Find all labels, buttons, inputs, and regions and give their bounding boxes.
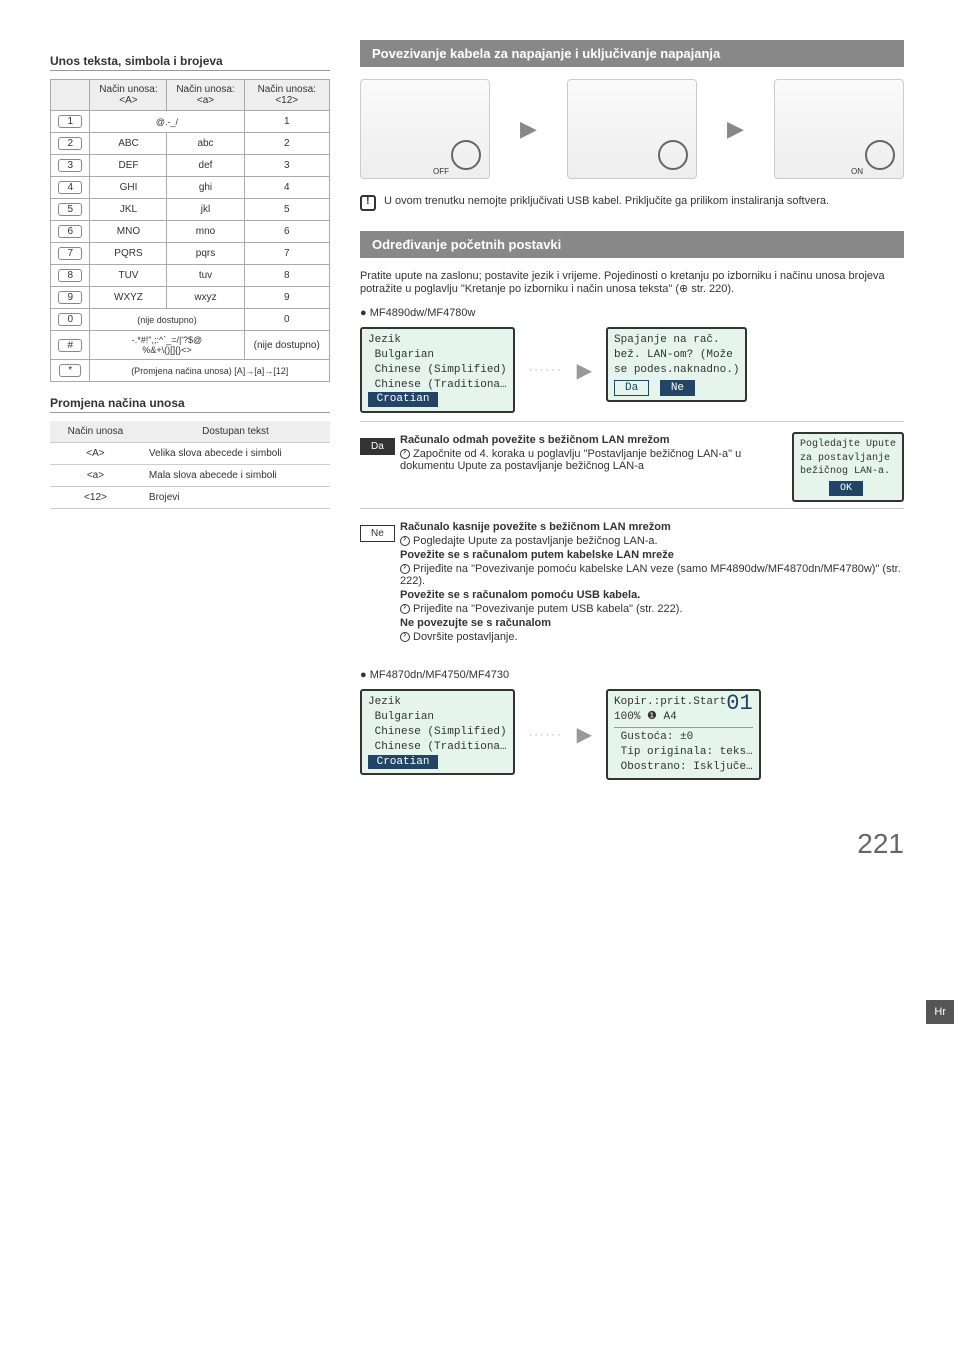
mode-h1: Način unosa (50, 421, 141, 443)
goto-icon (400, 632, 410, 642)
lcd-btn-da[interactable]: Da (614, 380, 649, 397)
choice-ne: Ne (360, 525, 395, 542)
printer-on: ON (774, 79, 904, 179)
hdr-A: Način unosa: <A> (90, 80, 167, 111)
lcd-btn-ok[interactable]: OK (829, 481, 863, 497)
lcd-copy-ready: Kopir.:prit.Start01 100% ❶ A4 Gustoća: ±… (606, 689, 761, 780)
ne-block: Ne Računalo kasnije povežite s bežičnom … (360, 508, 904, 651)
usb-note-text: U ovom trenutku nemojte priključivati US… (384, 195, 829, 211)
page-number: 221 (50, 828, 904, 860)
bullet-icon: ● (360, 669, 367, 681)
goto-icon (400, 536, 410, 546)
arrow-icon: ▶ (520, 116, 537, 142)
warning-icon (360, 195, 376, 211)
choice-da: Da (360, 438, 395, 455)
lcd-btn-ne[interactable]: Ne (660, 380, 695, 397)
da-block: Da Računalo odmah povežite s bežičnom LA… (360, 421, 904, 508)
mode-title: Promjena načina unosa (50, 396, 330, 413)
banner-initial: Određivanje početnih postavki (360, 231, 904, 258)
goto-icon (400, 449, 410, 459)
dots-icon: ······ (529, 729, 563, 741)
intro-text: Pratite upute na zaslonu; postavite jezi… (360, 270, 904, 295)
left-table-title: Unos teksta, simbola i brojeva (50, 54, 330, 71)
model1: MF4890dw/MF4780w (370, 307, 476, 319)
lcd-wlan-prompt: Spajanje na rač. bež. LAN-om? (Može se p… (606, 327, 747, 402)
arrow-icon: ▶ (727, 116, 744, 142)
model2: MF4870dn/MF4750/MF4730 (370, 669, 509, 681)
hdr-a: Način unosa: <a> (167, 80, 244, 111)
mode-h2: Dostupan tekst (141, 421, 330, 443)
lcd-language-2: Jezik Bulgarian Chinese (Simplified) Chi… (360, 689, 515, 775)
printer-cable (567, 79, 697, 179)
usb-note: U ovom trenutku nemojte priključivati US… (360, 195, 904, 211)
bullet-icon: ● (360, 307, 367, 319)
printer-diagram: OFF ▶ ▶ ON (360, 79, 904, 179)
key-table: Način unosa: <A> Način unosa: <a> Način … (50, 79, 330, 382)
goto-icon (400, 604, 410, 614)
hdr-n: Način unosa: <12> (244, 80, 329, 111)
mode-table: Način unosa Dostupan tekst <A>Velika slo… (50, 421, 330, 509)
language-tab: Hr (926, 1000, 954, 1024)
lcd-language-1: Jezik Bulgarian Chinese (Simplified) Chi… (360, 327, 515, 413)
lcd-wlan-guide: Pogledajte Upute za postavljanje bežično… (792, 432, 904, 502)
goto-icon (400, 564, 410, 574)
arrow-icon: ▶ (577, 358, 592, 383)
banner-power: Povezivanje kabela za napajanje i uključ… (360, 40, 904, 67)
printer-off: OFF (360, 79, 490, 179)
arrow-icon: ▶ (577, 722, 592, 747)
dots-icon: ······ (529, 364, 563, 376)
